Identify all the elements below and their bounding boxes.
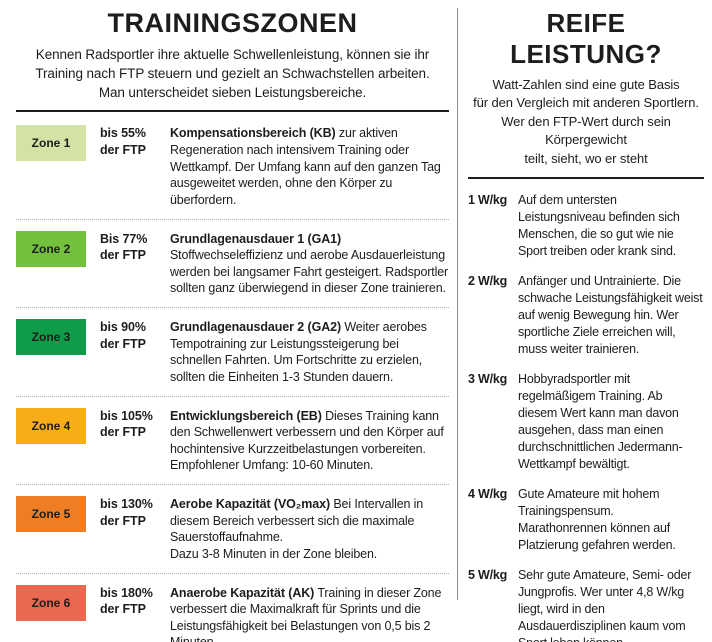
wkg-4-label: 4 W/kg [468,487,508,502]
wkg-3-text: Hobbyradsportler mit regelmäßigem Traini… [518,372,683,472]
wkg-list: 1 W/kg Auf dem untersten Leistungsniveau… [468,192,704,642]
zone-6-badge-label: Zone 6 [31,595,71,610]
zone-5-badge: Zone 5 [16,496,86,533]
right-column-subtitle: Watt-Zahlen sind eine gute Basis für den… [473,77,699,166]
wkg-1-text: Auf dem untersten Leistungsniveau befind… [518,193,680,259]
zone-1-text: zur aktiven Regeneration nach intensivem… [170,126,441,207]
zone-1-badge-label: Zone 1 [31,136,71,151]
zone-list: Zone 1 bis 55% der FTP Kompensationsbere… [16,114,449,642]
zone-3-badge-label: Zone 3 [31,330,71,345]
zone-4-text: Dieses Training kann den Schwellenwert v… [170,408,444,456]
zone-5-text: Bei Intervallen in diesem Bereich verbes… [170,497,424,545]
zone-4-badge: Zone 4 [16,407,86,444]
left-column-subtitle: Kennen Radsportler ihre aktuelle Schwell… [35,47,430,101]
zone-2-badge: Zone 2 [16,230,86,267]
zone-3-term: Grundlagenausdauer 2 (GA2) [170,320,342,335]
wkg-4-text: Gute Amateure mit hohem Trainingspensum.… [518,487,676,553]
zone-5-note: Dazu 3-8 Minuten in der Zone bleiben. [170,546,378,561]
zone-5-description: Aerobe Kapazität (VO₂max) Bei Intervalle… [170,496,449,563]
wkg-row-3: 3 W/kg Hobbyradsportler mit regelmäßigem… [468,371,704,473]
wkg-1-label: 1 W/kg [468,193,508,208]
left-header-rule [16,110,449,113]
zone-4-badge-label: Zone 4 [31,418,71,433]
zone-4-note: Empfohlener Umfang: 10-60 Minuten. [170,458,374,473]
zone-3-description: Grundlagenausdauer 2 (GA2) Weiter aerobe… [170,319,449,386]
zone-row-5: Zone 5 bis 130% der FTP Aerobe Kapazität… [16,484,449,573]
right-column-title: REIFE LEISTUNG? [510,8,662,69]
zone-2-text: Stoffwechseleffizienz und aerobe Ausdaue… [170,248,449,296]
column-divider [457,8,458,600]
zone-2-description: Grundlagenausdauer 1 (GA1) Stoffwechsele… [170,231,449,298]
zone-1-ftp-range: bis 55% der FTP [100,126,146,158]
zone-3-text: Weiter aerobes Tempotraining zur Leistun… [170,320,427,384]
zone-6-ftp-range: bis 180% der FTP [100,585,153,617]
training-zones-column: TRAININGSZONEN Kennen Radsportler ihre a… [16,8,449,642]
zone-6-term: Anaerobe Kapazität (AK) [170,585,315,600]
zone-1-badge: Zone 1 [16,125,86,162]
zone-5-badge-label: Zone 5 [31,507,71,522]
zone-2-badge-label: Zone 2 [31,241,71,256]
right-header-rule [468,177,704,180]
wkg-row-2: 2 W/kg Anfänger und Untrainierte. Die sc… [468,273,704,358]
zone-4-description: Entwicklungsbereich (EB) Dieses Training… [170,408,449,475]
zone-3-badge: Zone 3 [16,319,86,356]
zone-row-6: Zone 6 bis 180% der FTP Anaerobe Kapazit… [16,572,449,642]
zone-4-ftp-range: bis 105% der FTP [100,408,153,440]
wkg-2-label: 2 W/kg [468,274,508,289]
zone-5-term: Aerobe Kapazität (VO₂max) [170,497,331,512]
watt-per-kg-column: REIFE LEISTUNG? Watt-Zahlen sind eine gu… [468,0,708,642]
zone-row-3: Zone 3 bis 90% der FTP Grundlagenausdaue… [16,307,449,396]
zone-row-2: Zone 2 Bis 77% der FTP Grundlagenausdaue… [16,218,449,308]
wkg-row-4: 4 W/kg Gute Amateure mit hohem Trainings… [468,486,704,554]
zone-row-1: Zone 1 bis 55% der FTP Kompensationsbere… [16,114,449,218]
wkg-5-text: Sehr gute Amateure, Semi- oder Jungprofi… [518,568,692,642]
zone-row-4: Zone 4 bis 105% der FTP Entwicklungsbere… [16,395,449,485]
zone-2-term: Grundlagenausdauer 1 (GA1) [170,231,342,246]
zone-2-ftp-range: Bis 77% der FTP [100,231,148,263]
left-column-title: TRAININGSZONEN [107,8,358,38]
zone-3-ftp-range: bis 90% der FTP [100,320,146,351]
wkg-2-text: Anfänger und Untrainierte. Die schwache … [518,274,703,357]
wkg-5-label: 5 W/kg [468,568,508,583]
zone-4-term: Entwicklungsbereich (EB) [170,408,322,423]
zone-6-badge: Zone 6 [16,584,86,621]
zone-5-ftp-range: bis 130% der FTP [100,497,153,528]
zone-6-description: Anaerobe Kapazität (AK) Training in dies… [170,585,449,642]
wkg-row-1: 1 W/kg Auf dem untersten Leistungsniveau… [468,192,704,260]
wkg-row-5: 5 W/kg Sehr gute Amateure, Semi- oder Ju… [468,567,704,642]
zone-1-description: Kompensationsbereich (KB) zur aktiven Re… [170,125,449,208]
wkg-3-label: 3 W/kg [468,372,508,387]
zone-6-text: Training in dieser Zone verbessert die M… [170,585,442,642]
zone-1-term: Kompensationsbereich (KB) [170,126,336,141]
